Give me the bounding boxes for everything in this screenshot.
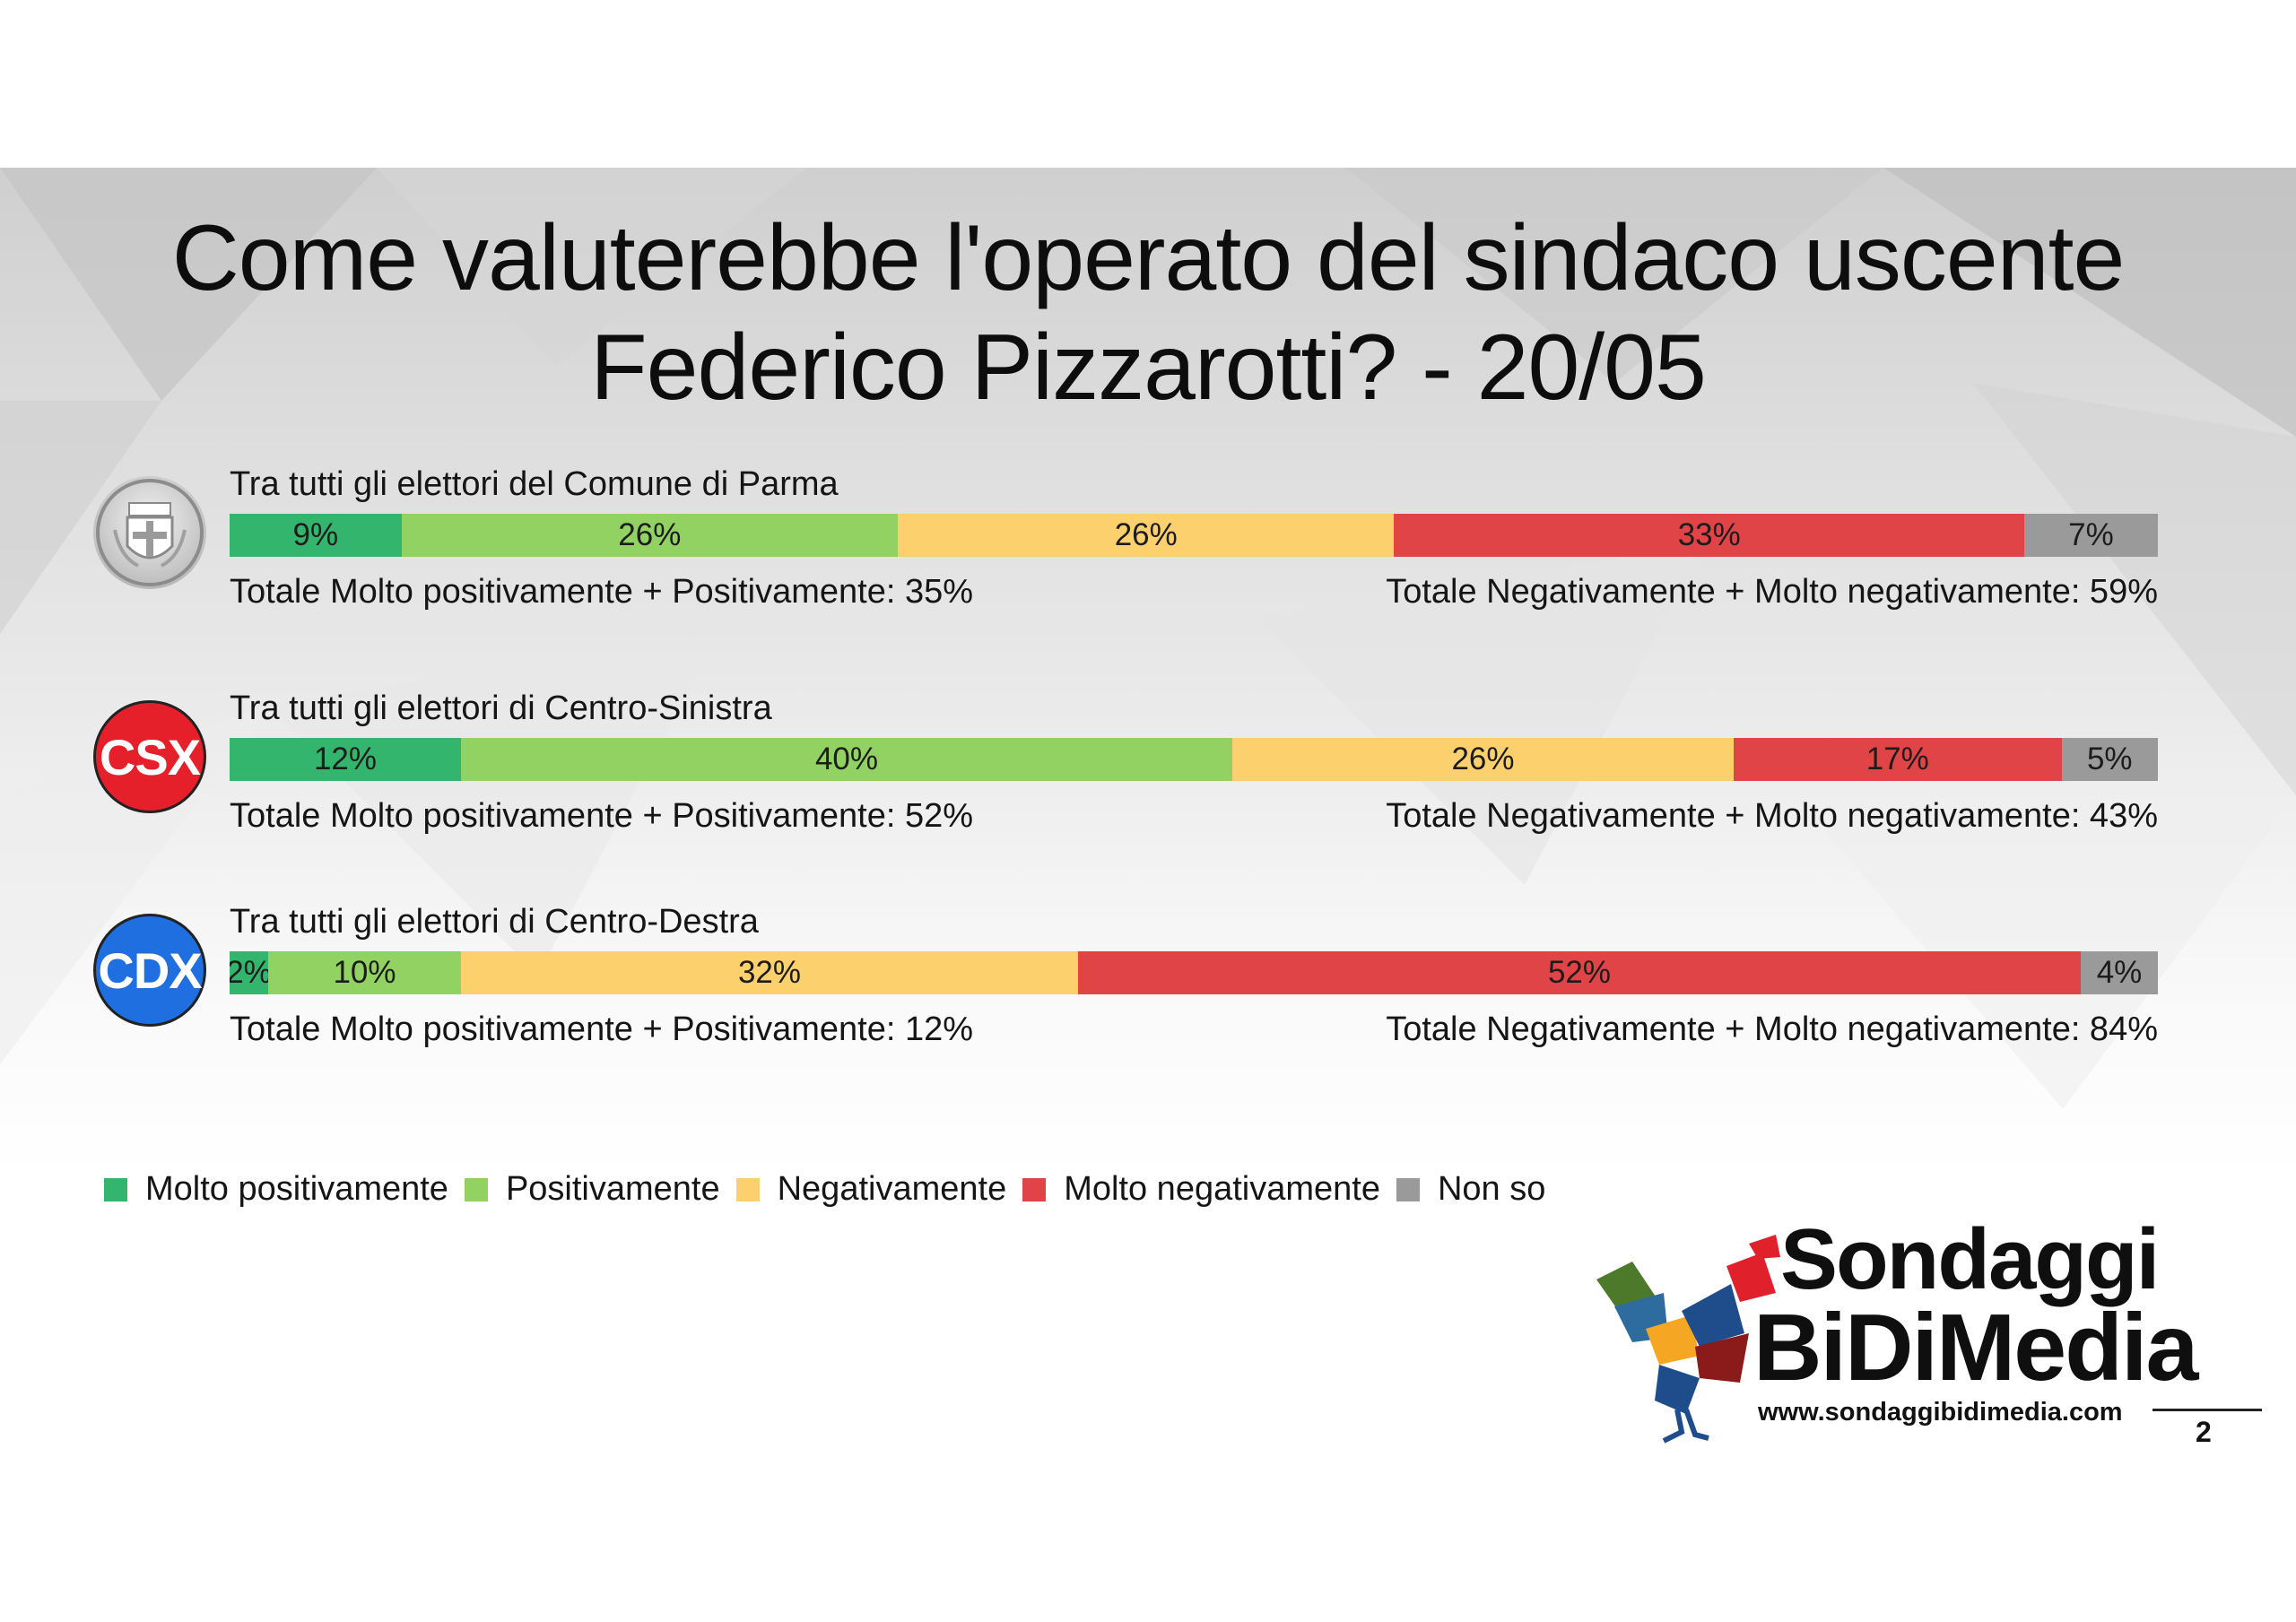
stacked-bar: 9% 26% 26% 33% 7%	[230, 514, 2158, 557]
csx-badge-label: CSX	[99, 728, 201, 785]
panel-centro-destra: CDX Tra tutti gli elettori di Centro-Des…	[0, 901, 2296, 1080]
legend-swatch	[104, 1177, 127, 1201]
total-positive: Totale Molto positivamente + Positivamen…	[230, 1010, 974, 1048]
total-negative: Totale Negativamente + Molto negativamen…	[1386, 1010, 2158, 1048]
seg-non-so: 4%	[2081, 951, 2158, 994]
legend-swatch	[735, 1177, 760, 1201]
seg-molto-positivamente: 2%	[230, 951, 268, 994]
legend-label: Molto negativamente	[1064, 1170, 1380, 1208]
legend-label: Negativamente	[777, 1170, 1007, 1208]
legend-label: Positivamente	[505, 1170, 720, 1208]
seg-positivamente: 40%	[461, 738, 1232, 781]
seg-positivamente: 26%	[401, 514, 899, 557]
logo-line-1: Sondaggi	[1780, 1211, 2160, 1307]
seg-molto-positivamente: 9%	[230, 514, 402, 557]
parma-crest-icon	[93, 476, 206, 589]
legend-item: Positivamente	[464, 1170, 720, 1209]
title-line-2: Federico Pizzarotti? - 20/05	[590, 316, 1707, 420]
data-label: 26%	[618, 517, 682, 552]
data-label: 33%	[1677, 517, 1741, 552]
title-line-1: Come valuterebbe l'operato del sindaco u…	[171, 206, 2126, 310]
legend-item: Negativamente	[735, 1170, 1007, 1209]
data-label: 17%	[1866, 742, 1929, 776]
legend-swatch	[464, 1177, 488, 1201]
legend-item: Non so	[1396, 1170, 1545, 1209]
total-positive: Totale Molto positivamente + Positivamen…	[230, 797, 974, 835]
chart-title: Come valuterebbe l'operato del sindaco u…	[0, 204, 2296, 422]
category-label: Tra tutti gli elettori di Centro-Destra	[230, 903, 759, 941]
stacked-bar: 12% 40% 26% 17% 5%	[230, 738, 2158, 781]
category-label: Tra tutti gli elettori del Comune di Par…	[230, 465, 839, 503]
data-label: 32%	[737, 955, 802, 990]
csx-badge: CSX	[93, 700, 206, 813]
total-negative: Totale Negativamente + Molto negativamen…	[1386, 573, 2158, 611]
legend-label: Non so	[1437, 1170, 1546, 1208]
seg-molto-negativamente: 52%	[1078, 951, 2081, 994]
data-label: 7%	[2068, 517, 2114, 552]
logo-line-2: BiDiMedia	[1753, 1295, 2198, 1401]
cdx-badge: CDX	[93, 914, 206, 1027]
seg-molto-negativamente: 33%	[1394, 514, 2024, 557]
seg-positivamente: 10%	[268, 951, 461, 994]
stacked-bar: 2% 10% 32% 52% 4%	[230, 951, 2158, 994]
legend-item: Molto positivamente	[104, 1170, 448, 1209]
background-polygons	[0, 168, 2296, 1109]
legend-swatch	[1396, 1177, 1420, 1201]
page-number-divider	[2152, 1409, 2262, 1411]
data-label: 10%	[333, 955, 396, 990]
seg-molto-negativamente: 17%	[1734, 738, 2062, 781]
seg-negativamente: 26%	[898, 514, 1395, 557]
data-label: 9%	[292, 517, 339, 552]
data-label: 4%	[2096, 955, 2143, 990]
panel-parma: Tra tutti gli elettori del Comune di Par…	[0, 464, 2296, 643]
data-label: 40%	[814, 742, 879, 776]
slide: Come valuterebbe l'operato del sindaco u…	[0, 168, 2296, 1459]
data-label: 2%	[230, 955, 268, 990]
logo-url[interactable]: www.sondaggibidimedia.com	[1758, 1398, 2123, 1427]
data-label: 26%	[1114, 517, 1178, 552]
total-positive: Totale Molto positivamente + Positivamen…	[230, 573, 974, 611]
data-label: 26%	[1451, 742, 1515, 776]
data-label: 12%	[313, 742, 378, 776]
rooster-logo-icon	[1596, 1235, 1780, 1444]
category-label: Tra tutti gli elettori di Centro-Sinistr…	[230, 690, 772, 727]
cdx-badge-label: CDX	[98, 941, 202, 999]
seg-non-so: 7%	[2023, 514, 2158, 557]
data-label: 5%	[2086, 742, 2133, 776]
legend-swatch	[1022, 1177, 1047, 1201]
seg-non-so: 5%	[2061, 738, 2158, 781]
page-number: 2	[2196, 1416, 2212, 1448]
seg-molto-positivamente: 12%	[230, 738, 461, 781]
legend-label: Molto positivamente	[145, 1170, 448, 1208]
legend: Molto positivamente Positivamente Negativa…	[104, 1170, 1561, 1209]
panel-centro-sinistra: CSX Tra tutti gli elettori di Centro-Sin…	[0, 688, 2296, 867]
seg-negativamente: 26%	[1232, 738, 1734, 781]
total-negative: Totale Negativamente + Molto negativamen…	[1386, 797, 2158, 835]
seg-negativamente: 32%	[461, 951, 1078, 994]
data-label: 52%	[1547, 955, 1612, 990]
legend-item: Molto negativamente	[1022, 1170, 1380, 1209]
